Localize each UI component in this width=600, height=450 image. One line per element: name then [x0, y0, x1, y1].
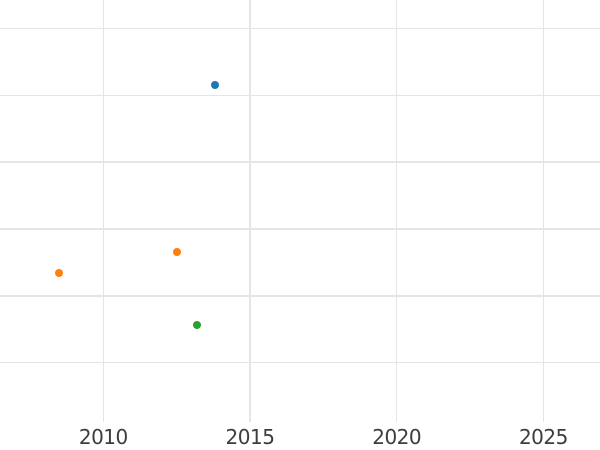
x-tick-label: 2010: [78, 425, 128, 449]
x-tick-label: 2025: [518, 425, 568, 449]
data-point-series-orange: [55, 269, 64, 278]
horizontal-gridline: [0, 94, 600, 96]
vertical-gridline: [249, 0, 251, 422]
horizontal-gridline: [0, 295, 600, 297]
horizontal-gridline: [0, 361, 600, 364]
data-point-series-green: [193, 320, 202, 329]
data-point-series-blue: [210, 81, 219, 90]
x-tick-label: 2015: [225, 425, 275, 449]
horizontal-gridline: [0, 161, 600, 163]
vertical-gridline: [102, 0, 105, 422]
data-point-series-orange: [172, 247, 181, 256]
x-tick-label: 2020: [372, 425, 422, 449]
vertical-gridline: [395, 0, 398, 422]
horizontal-gridline: [0, 228, 600, 230]
vertical-gridline: [542, 0, 545, 422]
horizontal-gridline: [0, 27, 600, 30]
